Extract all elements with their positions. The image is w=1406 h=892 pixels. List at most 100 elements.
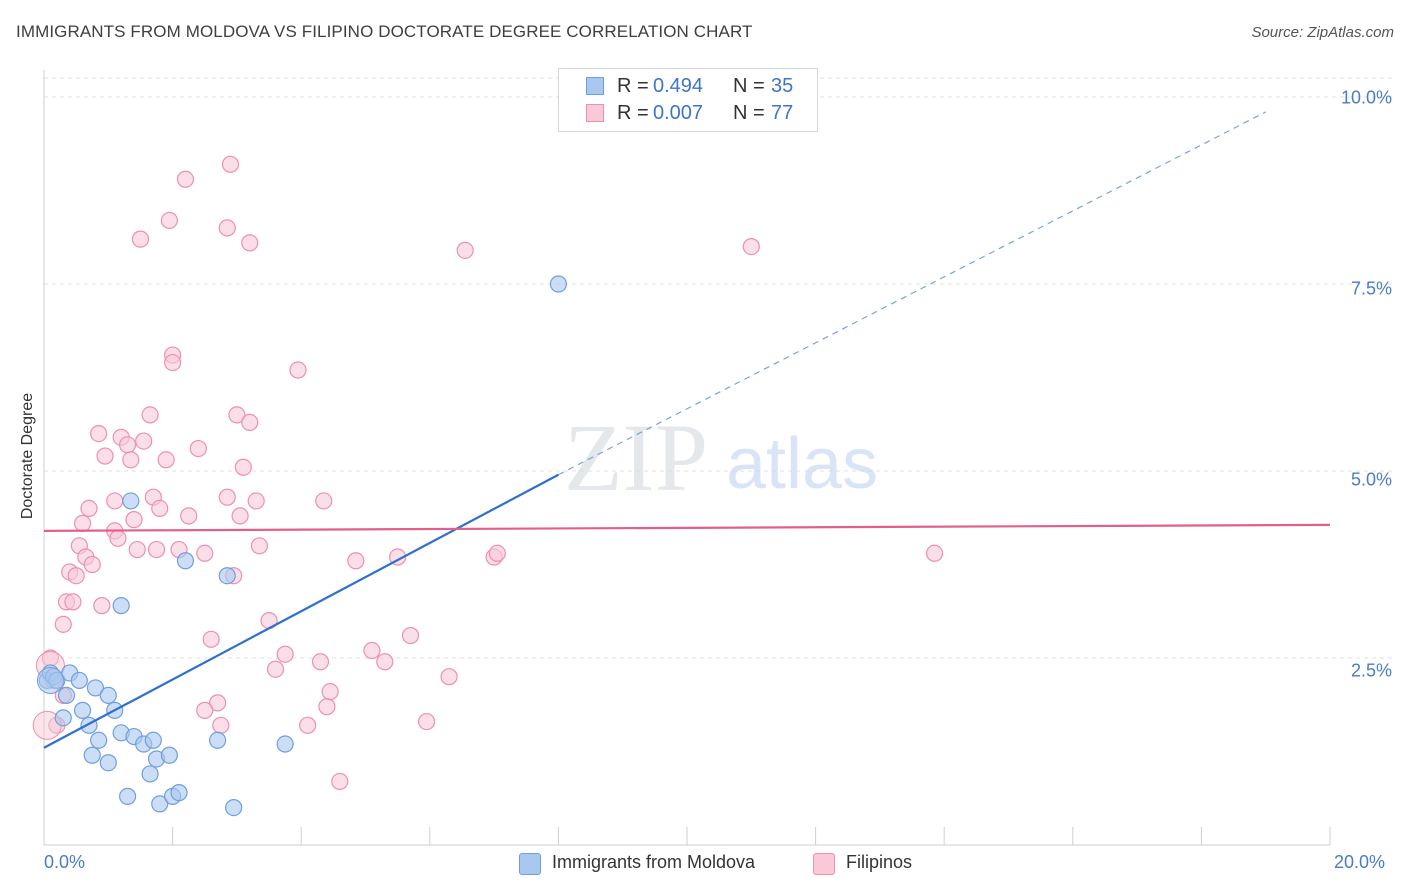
moldova-point [122,492,140,510]
filipinos-point [218,488,236,506]
legend-n-label: N = [733,102,765,124]
filipinos-point [363,641,381,660]
filipinos-point [106,492,124,510]
filipinos-point [231,507,249,525]
legend-r-value: 0.494 [653,75,704,97]
filipinos-point [196,544,214,562]
filipinos-point [417,712,436,731]
filipinos-point [189,439,207,458]
moldova-trend-extension [558,111,1266,476]
filipinos-point [64,593,82,611]
filipinos-point [376,653,394,671]
y-tick-label: 5.0% [1350,469,1392,490]
filipinos-point [212,716,230,734]
moldova-point [160,746,178,764]
moldova-point [170,784,188,802]
filipinos-point [118,436,137,454]
filipinos-point [488,544,506,562]
legend-n-value: 35 [771,75,794,97]
filipinos-point [331,772,349,791]
filipinos-point [83,555,101,574]
filipinos-point [176,170,195,188]
legend-r-label: R = [617,102,649,124]
moldova-point [144,731,162,749]
moldova-point [218,567,236,585]
x-tick-label: 20.0% [1334,852,1386,872]
y-tick-label: 7.5% [1350,278,1392,299]
filipinos-point [209,694,227,712]
filipinos-point [54,615,72,633]
filipinos-point [221,155,240,173]
filipinos-point [925,544,944,562]
legend-swatch-moldova [586,77,604,95]
moldova-point [141,765,159,783]
filipinos-point [456,241,474,259]
filipinos-point [276,645,294,663]
moldova-point [86,679,105,697]
gridlines [43,70,1392,846]
filipinos-point [347,552,365,570]
filipinos-point [234,458,252,476]
moldova-point [112,597,130,615]
filipinos-point [122,451,140,469]
x-tick-label: 0.0% [44,852,86,872]
trend-lines [43,111,1331,749]
filipinos-point [247,492,265,510]
moldova-point [276,735,294,753]
x-axis-ticks [43,827,1331,845]
filipinos-point [289,361,307,379]
filipinos-point [135,432,153,450]
filipinos-point [151,499,169,517]
filipinos-point [321,683,339,701]
y-tick-label: 10.0% [1340,87,1392,108]
bottom-legend-moldova: Immigrants from Moldova [552,852,756,872]
filipinos-point [202,630,220,648]
filipinos-point [160,211,178,230]
moldova-point [99,686,117,705]
filipinos-point [73,514,92,532]
moldova-point [54,709,72,727]
moldova-point [36,666,64,694]
filipinos-point [228,406,246,424]
watermark-zip: ZIP [564,404,708,511]
chart-title: IMMIGRANTS FROM MOLDOVA VS FILIPINO DOCT… [16,22,753,41]
legend-n-label: N = [733,75,765,97]
moldova-point [83,746,101,764]
moldova-points [36,275,568,817]
filipinos-trend-line [43,523,1331,532]
filipinos-points [32,155,944,791]
filipinos-point [401,626,420,645]
watermark-atlas: atlas [726,424,878,504]
filipinos-point [164,353,182,372]
legend-swatch-filipinos [586,104,604,122]
filipinos-point [318,698,336,716]
filipinos-point [218,219,236,237]
legend-n-value: 77 [771,102,794,124]
moldova-point [90,731,108,749]
filipinos-point [742,238,760,256]
bottom-legend-filipinos: Filipinos [846,852,913,872]
moldova-point [70,671,88,690]
y-tick-label: 2.5% [1350,660,1392,681]
moldova-point [176,552,195,570]
filipinos-point [299,716,317,734]
moldova-trend-line [43,473,559,749]
moldova-point [549,275,568,293]
filipinos-point [80,499,98,517]
filipinos-point [109,529,127,547]
filipinos-point [241,234,259,252]
source-label: Source: ZipAtlas.com [1251,24,1394,41]
bottom-legend-swatch-filipinos [813,853,835,875]
filipinos-point [67,567,85,585]
filipinos-point [157,451,175,469]
moldova-point [57,686,76,705]
legend-r-label: R = [617,75,649,97]
filipinos-point [131,230,150,248]
filipinos-point [440,668,458,686]
filipinos-point [90,425,108,443]
correlation-legend: R = 0.494 N = 35 R = 0.007 N = 77 [558,68,818,132]
moldova-point [209,731,227,749]
bottom-legend-swatch-moldova [519,853,541,875]
filipinos-point [125,511,143,529]
